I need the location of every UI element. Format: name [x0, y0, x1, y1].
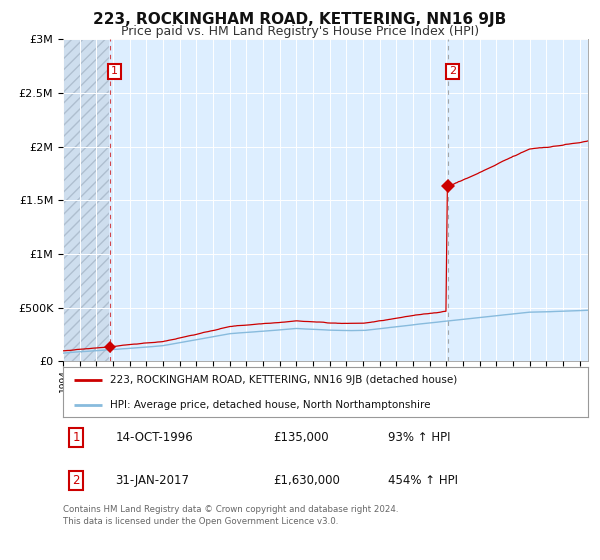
- Text: 223, ROCKINGHAM ROAD, KETTERING, NN16 9JB: 223, ROCKINGHAM ROAD, KETTERING, NN16 9J…: [94, 12, 506, 27]
- Text: 2: 2: [449, 67, 456, 76]
- Text: HPI: Average price, detached house, North Northamptonshire: HPI: Average price, detached house, Nort…: [110, 400, 431, 409]
- Text: 14-OCT-1996: 14-OCT-1996: [115, 431, 193, 445]
- Text: 223, ROCKINGHAM ROAD, KETTERING, NN16 9JB (detached house): 223, ROCKINGHAM ROAD, KETTERING, NN16 9J…: [110, 375, 458, 385]
- Text: 1: 1: [73, 431, 80, 445]
- Text: Contains HM Land Registry data © Crown copyright and database right 2024.
This d: Contains HM Land Registry data © Crown c…: [63, 505, 398, 526]
- Text: 454% ↑ HPI: 454% ↑ HPI: [389, 474, 458, 487]
- Text: £1,630,000: £1,630,000: [273, 474, 340, 487]
- Text: Price paid vs. HM Land Registry's House Price Index (HPI): Price paid vs. HM Land Registry's House …: [121, 25, 479, 38]
- Bar: [63, 39, 109, 361]
- Text: 1: 1: [111, 67, 118, 76]
- Text: £135,000: £135,000: [273, 431, 329, 445]
- Text: 31-JAN-2017: 31-JAN-2017: [115, 474, 190, 487]
- Bar: [63, 39, 109, 361]
- Text: 93% ↑ HPI: 93% ↑ HPI: [389, 431, 451, 445]
- Text: 2: 2: [73, 474, 80, 487]
